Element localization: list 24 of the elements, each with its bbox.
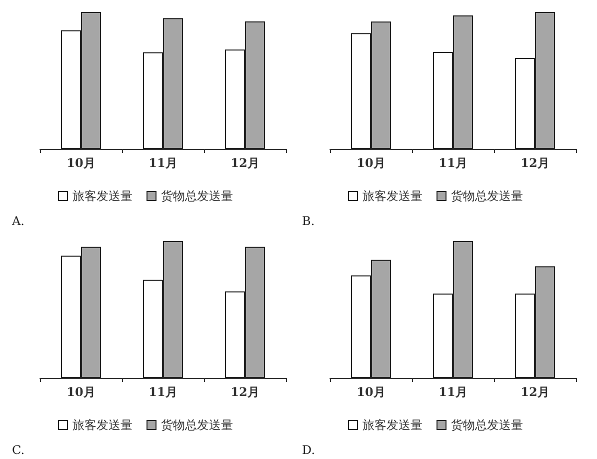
- text: B.: [302, 214, 315, 228]
- text: D.: [302, 443, 316, 457]
- text: C.: [12, 443, 25, 457]
- legend-label: 旅客发送量: [362, 418, 422, 432]
- legend-label: 货物总发送量: [451, 189, 523, 203]
- x-tick-label: 10月: [66, 156, 96, 170]
- x-tick-label: 12月: [230, 156, 260, 170]
- x-tick-label: 10月: [356, 385, 386, 399]
- x-tick-label: 11月: [438, 156, 468, 170]
- legend-label: 货物总发送量: [451, 418, 523, 432]
- x-tick-label: 11月: [438, 385, 468, 399]
- x-tick-label: 10月: [66, 385, 96, 399]
- x-tick-label: 10月: [356, 156, 386, 170]
- legend-label: 货物总发送量: [161, 189, 233, 203]
- legend-label: 旅客发送量: [72, 189, 132, 203]
- x-tick-label: 11月: [148, 385, 178, 399]
- x-tick-label: 12月: [230, 385, 260, 399]
- x-tick-label: 12月: [520, 156, 550, 170]
- text: A.: [11, 214, 24, 228]
- legend-label: 货物总发送量: [161, 418, 233, 432]
- x-tick-label: 12月: [520, 385, 550, 399]
- legend-label: 旅客发送量: [72, 418, 132, 432]
- x-tick-label: 11月: [148, 156, 178, 170]
- legend-label: 旅客发送量: [362, 189, 422, 203]
